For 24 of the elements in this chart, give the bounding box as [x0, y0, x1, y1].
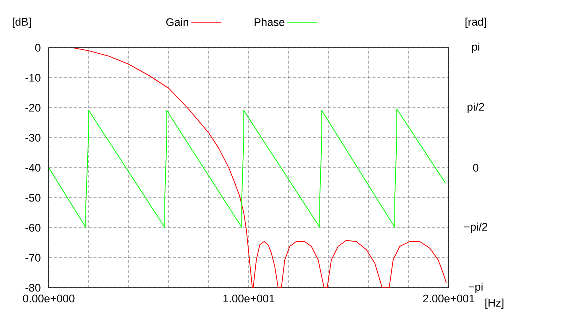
y2-tick-label: 0 — [473, 164, 479, 172]
legend-label: Gain — [166, 18, 189, 26]
y-tick-label: 0 — [35, 44, 41, 52]
x-tick-label: 1.00e+001 — [224, 294, 275, 303]
line-series — [72, 48, 448, 288]
line-series — [49, 108, 446, 228]
y-tick-label: -10 — [26, 74, 41, 82]
y-axis-title: [dB] — [12, 18, 31, 28]
y2-tick-label: pi/2 — [468, 102, 484, 114]
y-tick-label: -70 — [26, 254, 41, 262]
y-tick-label: -40 — [26, 164, 41, 172]
y-tick-label: -50 — [26, 194, 41, 202]
y2-axis-title: [rad] — [466, 18, 486, 28]
y-tick-label: -20 — [26, 104, 41, 112]
x-tick-label: 2.00e+001 — [423, 294, 475, 303]
x-tick-label: 0.00e+000 — [23, 294, 75, 303]
y-tick-label: -80 — [26, 284, 41, 292]
y2-tick-label: pi — [472, 42, 480, 54]
y-tick-label: -60 — [26, 224, 41, 232]
y2-tick-label: −pi/2 — [464, 222, 488, 234]
x-axis-title: [Hz] — [486, 298, 504, 310]
legend-label: Phase — [254, 18, 285, 26]
y-tick-label: -30 — [26, 134, 41, 142]
y2-tick-label: −pi — [469, 282, 483, 294]
